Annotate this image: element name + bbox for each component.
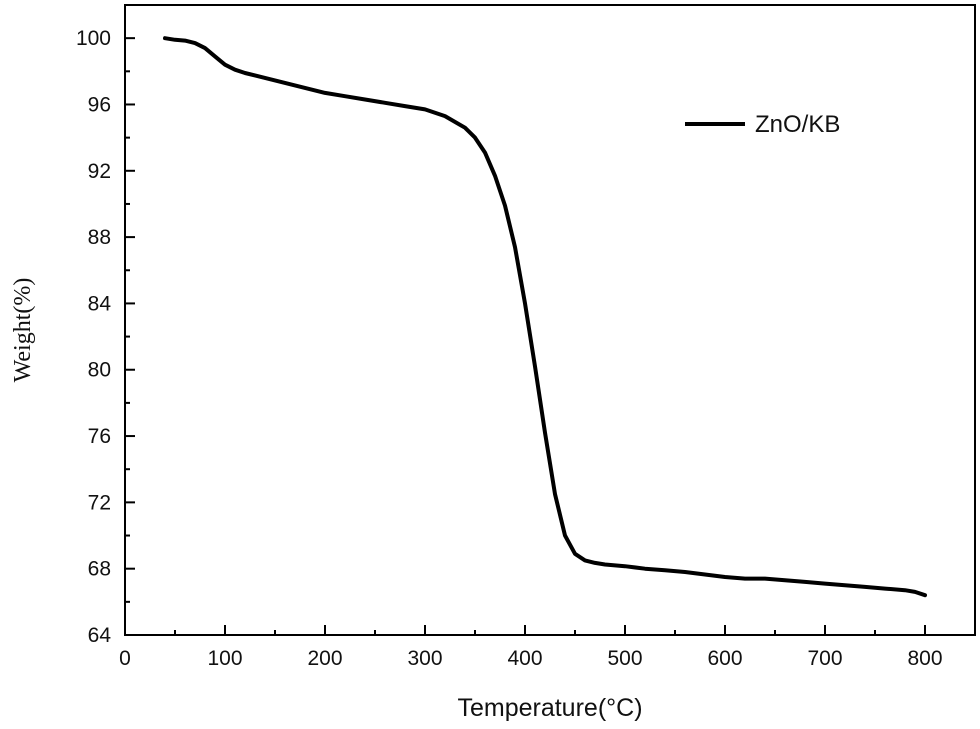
y-tick-label: 84 xyxy=(88,292,112,315)
x-tick-label: 400 xyxy=(507,647,542,670)
x-tick-label: 0 xyxy=(119,647,131,670)
legend-label: ZnO/KB xyxy=(755,111,840,138)
legend: ZnO/KB xyxy=(685,111,840,138)
x-tick-label: 800 xyxy=(907,647,942,670)
x-tick-label: 600 xyxy=(707,647,742,670)
x-axis-title: Temperature(°C) xyxy=(457,694,642,722)
x-tick-label: 700 xyxy=(807,647,842,670)
x-tick-label: 500 xyxy=(607,647,642,670)
y-tick-label: 96 xyxy=(88,93,111,116)
y-tick-label: 68 xyxy=(88,558,111,581)
y-tick-label: 80 xyxy=(88,359,111,382)
x-tick-label: 300 xyxy=(407,647,442,670)
x-tick-label: 100 xyxy=(207,647,242,670)
series-line-zno-kb xyxy=(163,36,927,598)
y-tick-label: 64 xyxy=(88,624,112,647)
y-axis: 64 68 72 76 80 84 88 92 96 100 xyxy=(76,4,135,647)
y-tick-label: 92 xyxy=(88,160,111,183)
x-tick-label: 200 xyxy=(307,647,342,670)
x-axis: 0 100 200 300 400 500 600 700 800 xyxy=(119,625,943,670)
y-tick-label: 100 xyxy=(76,27,111,50)
y-tick-label: 72 xyxy=(88,491,111,514)
y-tick-label: 88 xyxy=(88,226,111,249)
y-axis-title: Weight(%) xyxy=(10,278,36,383)
y-tick-label: 76 xyxy=(88,425,111,448)
plot-frame xyxy=(124,4,976,636)
